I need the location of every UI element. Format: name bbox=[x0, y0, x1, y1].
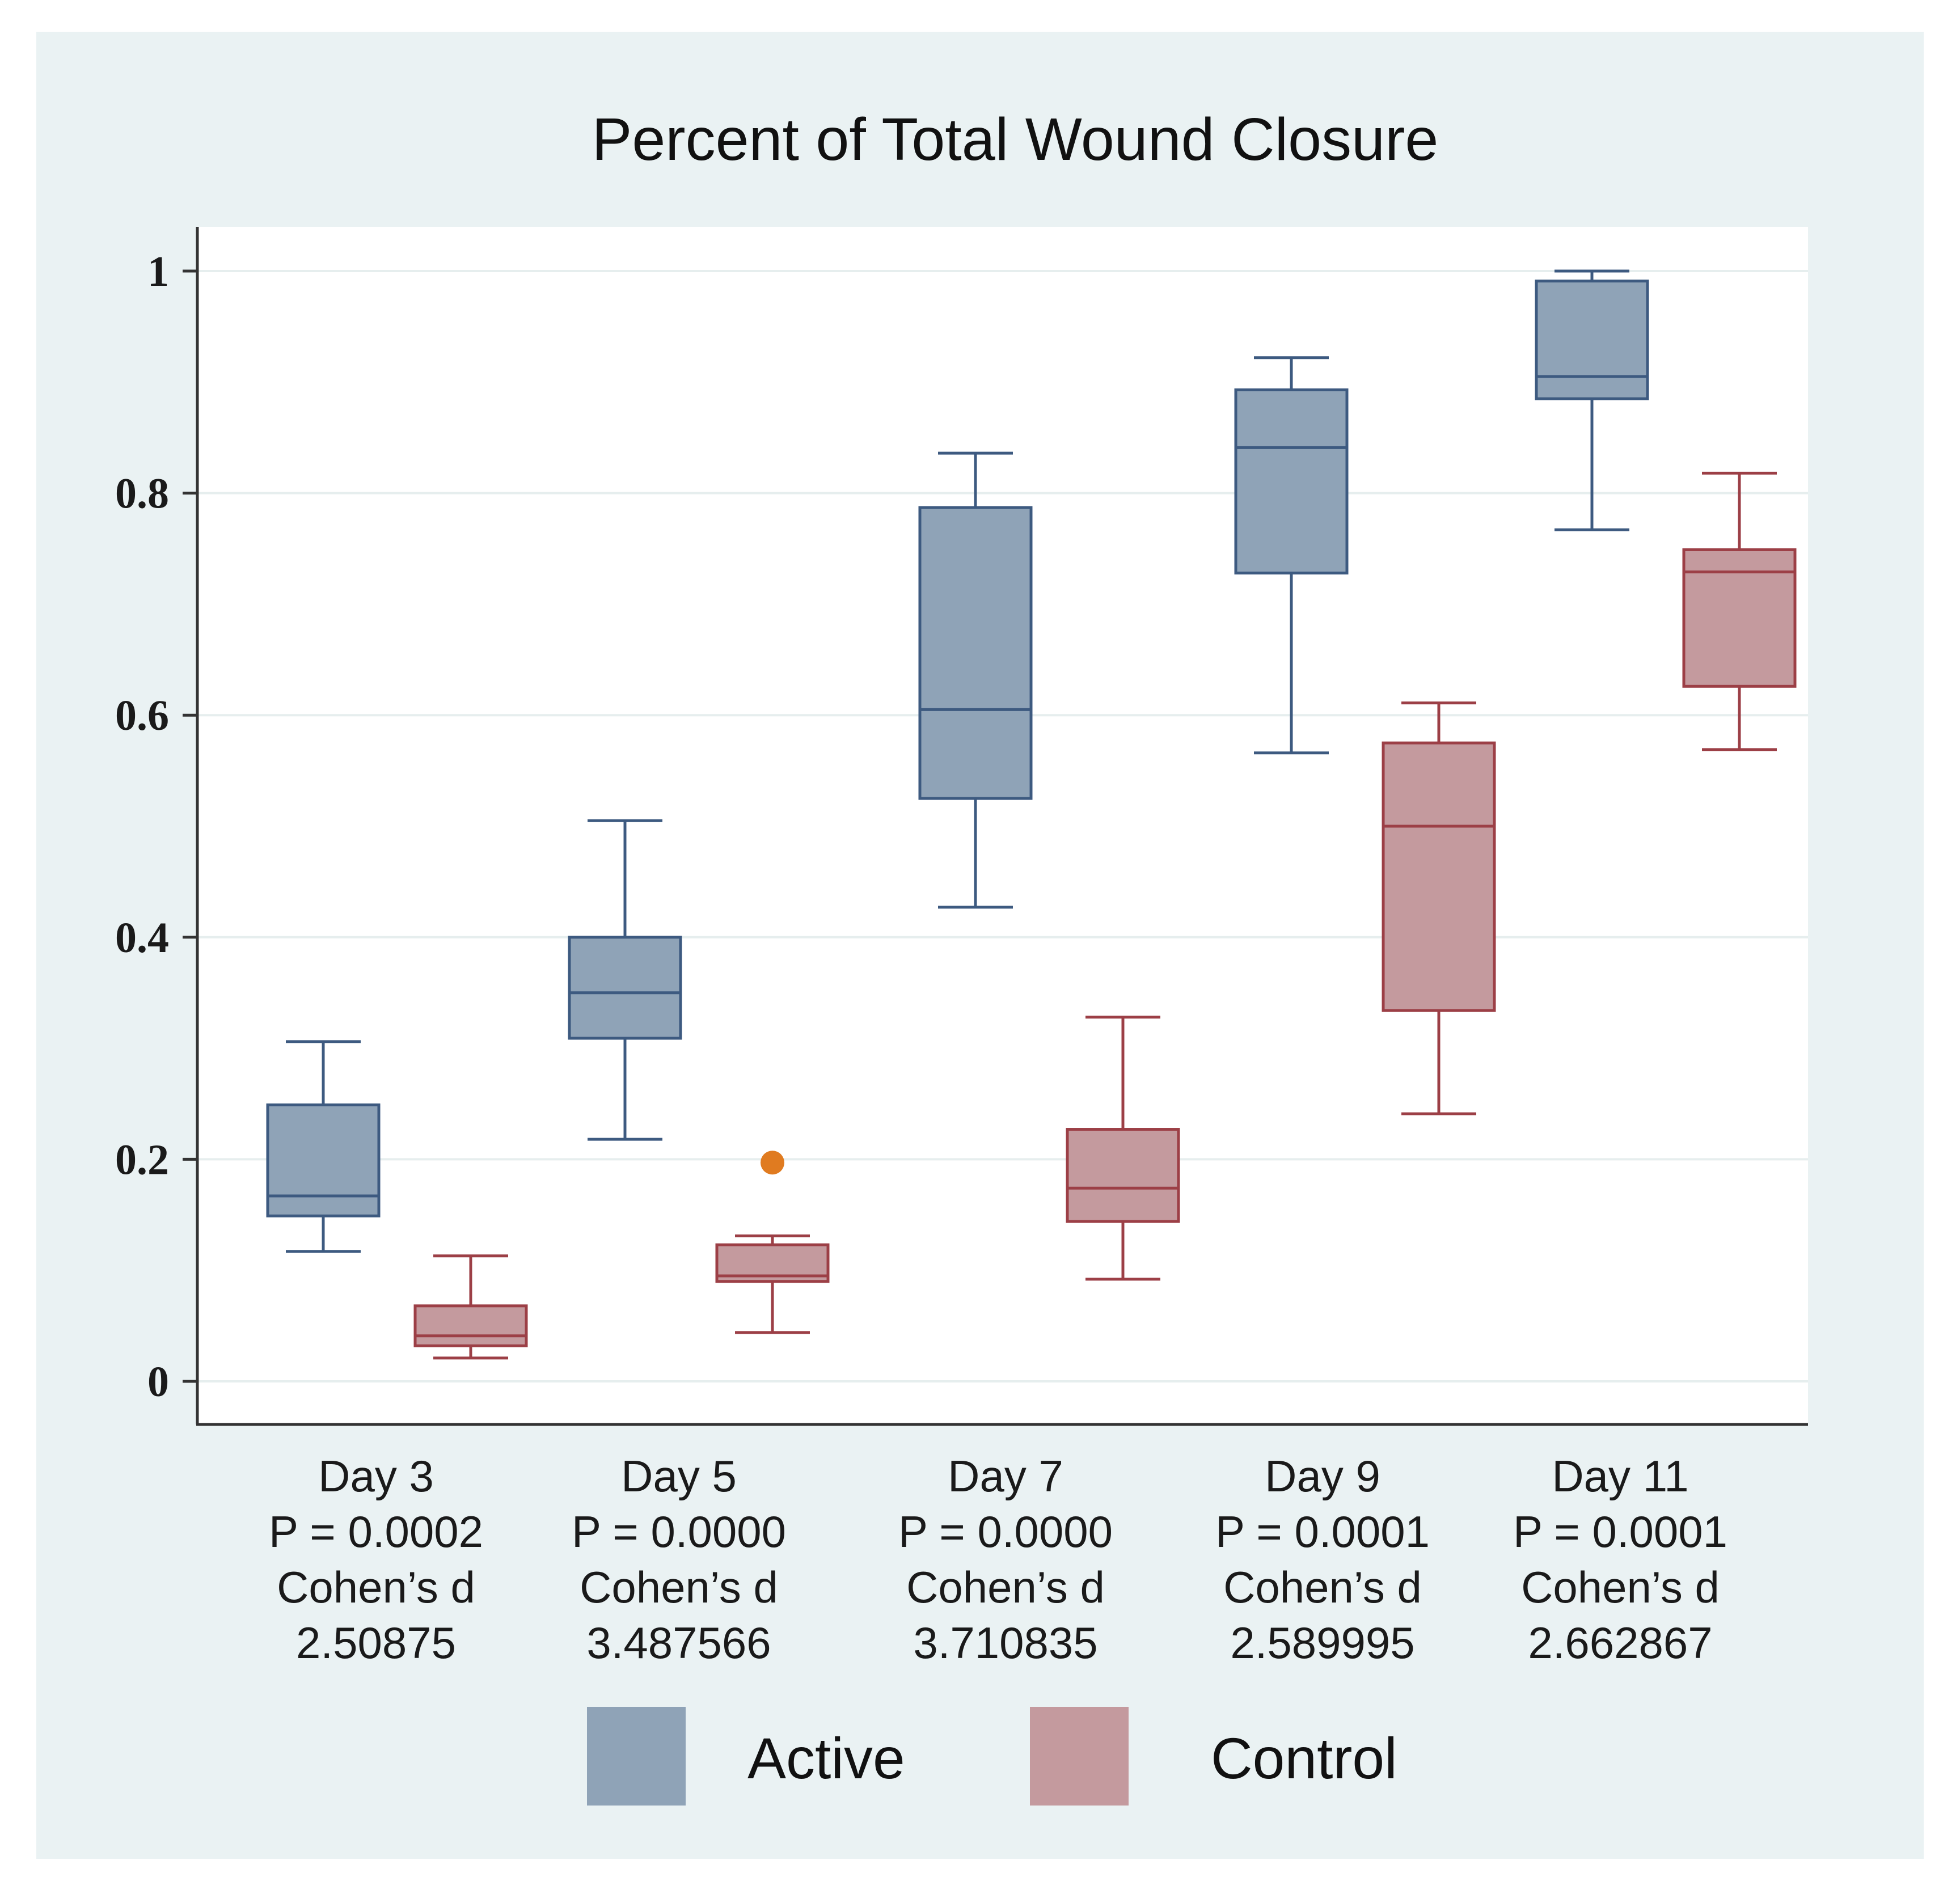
legend-item-active: Active bbox=[587, 1707, 905, 1806]
x-label-p: P = 0.0001 bbox=[1513, 1507, 1727, 1557]
x-label-effect-label: Cohen’s d bbox=[1521, 1562, 1720, 1612]
x-label-effect: 2.50875 bbox=[296, 1618, 456, 1668]
x-label-effect: 2.662867 bbox=[1528, 1618, 1712, 1668]
y-tick-label: 0.4 bbox=[115, 914, 169, 962]
iqr-box bbox=[918, 506, 1033, 800]
active-box-day-7 bbox=[918, 451, 1033, 909]
plot-area bbox=[197, 227, 1808, 1423]
iqr-box bbox=[1234, 388, 1349, 575]
x-label-effect-label: Cohen’s d bbox=[906, 1562, 1105, 1612]
x-label-effect-label: Cohen’s d bbox=[580, 1562, 778, 1612]
x-label-p: P = 0.0000 bbox=[898, 1507, 1113, 1557]
legend-swatch bbox=[587, 1707, 686, 1806]
control-box-day-7 bbox=[1066, 1016, 1180, 1281]
y-tick-label: 0 bbox=[147, 1358, 169, 1406]
chart-title: Percent of Total Wound Closure bbox=[592, 106, 1439, 173]
legend: Active Control bbox=[587, 1707, 1397, 1806]
legend-label: Active bbox=[747, 1726, 905, 1791]
y-tick-label: 0.8 bbox=[115, 470, 169, 518]
x-label-effect: 2.589995 bbox=[1230, 1618, 1414, 1668]
y-tick-label: 1 bbox=[147, 248, 169, 295]
x-label-p: P = 0.0001 bbox=[1215, 1507, 1430, 1557]
x-label-p: P = 0.0000 bbox=[572, 1507, 786, 1557]
active-box-day-3 bbox=[266, 1040, 381, 1253]
iqr-box bbox=[1535, 280, 1649, 400]
x-label-day: Day 7 bbox=[948, 1451, 1063, 1501]
y-tick-label: 0.2 bbox=[115, 1136, 169, 1183]
x-label-day: Day 11 bbox=[1552, 1451, 1688, 1501]
iqr-box bbox=[413, 1304, 528, 1347]
legend-label: Control bbox=[1211, 1726, 1397, 1791]
x-label-effect-label: Cohen’s d bbox=[1223, 1562, 1422, 1612]
x-label-p: P = 0.0002 bbox=[269, 1507, 483, 1557]
x-label-effect-label: Cohen’s d bbox=[277, 1562, 475, 1612]
outlier-point bbox=[761, 1151, 784, 1175]
iqr-box bbox=[568, 936, 682, 1040]
control-box-day-9 bbox=[1382, 701, 1496, 1115]
y-axis-ticks: 0 0.2 0.4 0.6 0.8 1 bbox=[115, 248, 197, 1406]
x-label-day: Day 9 bbox=[1265, 1451, 1380, 1501]
legend-swatch bbox=[1030, 1707, 1129, 1806]
active-box-day-11 bbox=[1535, 269, 1649, 531]
iqr-box bbox=[1066, 1128, 1180, 1223]
x-label-effect: 3.710835 bbox=[913, 1618, 1097, 1668]
active-box-day-9 bbox=[1234, 356, 1349, 755]
control-box-day-11 bbox=[1682, 471, 1797, 751]
y-tick-label: 0.6 bbox=[115, 692, 169, 739]
gridlines bbox=[197, 270, 1808, 1382]
iqr-box bbox=[266, 1103, 381, 1217]
iqr-box bbox=[1682, 548, 1797, 688]
x-label-day: Day 5 bbox=[621, 1451, 737, 1501]
legend-item-control: Control bbox=[1030, 1707, 1397, 1806]
x-label-effect: 3.487566 bbox=[586, 1618, 771, 1668]
control-box-day-3 bbox=[413, 1254, 528, 1360]
iqr-box bbox=[1382, 741, 1496, 1012]
active-box-day-5 bbox=[568, 819, 682, 1141]
box-groups bbox=[266, 269, 1797, 1360]
control-box-day-5 bbox=[715, 1151, 830, 1334]
x-label-day: Day 3 bbox=[318, 1451, 434, 1501]
